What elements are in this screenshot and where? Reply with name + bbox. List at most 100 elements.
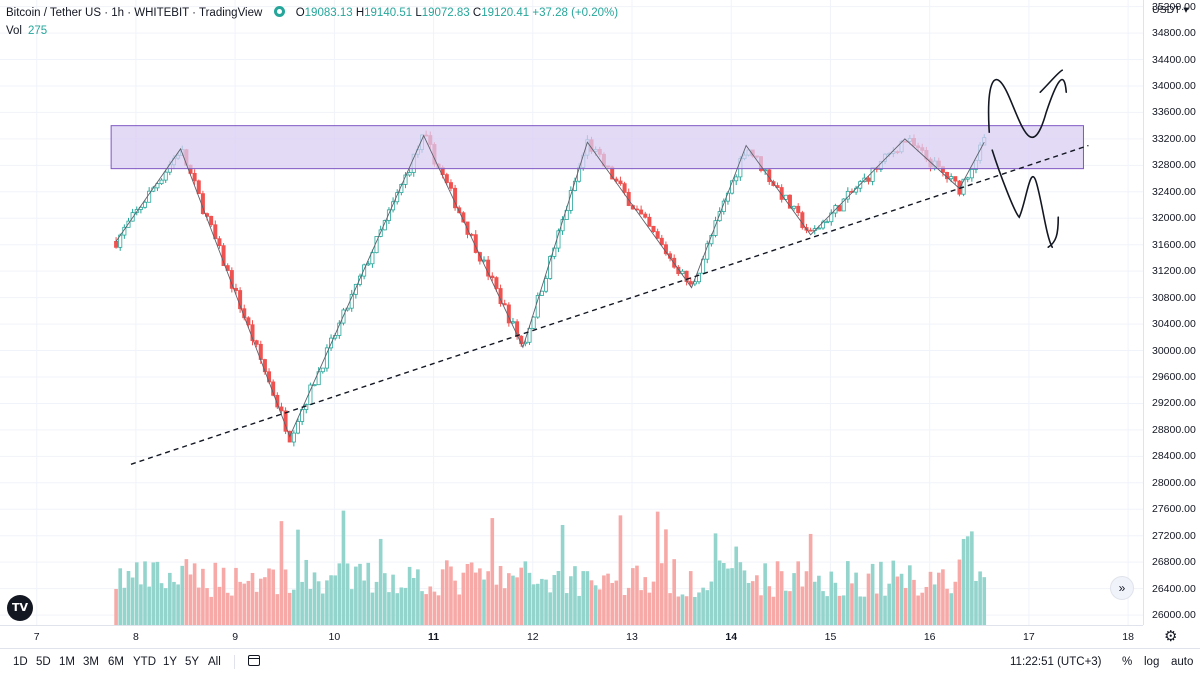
time-tick-label: 13: [626, 631, 638, 643]
volume-bar: [581, 571, 586, 625]
volume-bar: [961, 538, 966, 625]
scroll-right-icon[interactable]: »: [1110, 576, 1134, 600]
log-toggle[interactable]: log: [1144, 656, 1160, 668]
volume-bar: [771, 596, 776, 625]
chart-area[interactable]: Bitcoin / Tether US · 1h · WHITEBIT · Tr…: [0, 0, 1143, 625]
change-value: +37.28 (+0.20%): [532, 7, 619, 19]
volume-bar: [473, 572, 478, 625]
volume-bar: [912, 579, 916, 625]
volume-bar: [540, 578, 544, 625]
tradingview-logo-icon[interactable]: TV: [7, 595, 33, 621]
candle-body: [353, 283, 358, 295]
candle-body: [539, 290, 544, 296]
volume-bar: [225, 592, 230, 625]
candle-body: [217, 238, 222, 247]
candle-body: [564, 210, 569, 220]
time-axis[interactable]: 7 8 9 10 11 12 13 14 15 16 17 18: [0, 625, 1143, 648]
volume-bar: [924, 586, 929, 625]
volume-bar: [370, 592, 375, 625]
range-3m[interactable]: 3M: [83, 656, 99, 668]
candle-body: [221, 245, 226, 267]
candle-body: [407, 172, 412, 176]
volume-value: 275: [28, 25, 48, 37]
volume-bar: [312, 572, 317, 625]
volume-bar: [941, 569, 945, 625]
volume-bar: [407, 566, 412, 625]
volume-bar: [337, 563, 342, 625]
percent-toggle[interactable]: %: [1122, 656, 1133, 668]
gear-icon[interactable]: ⚙: [1164, 628, 1178, 645]
price-tick-label: 33600.00: [1152, 106, 1196, 119]
range-5d[interactable]: 5D: [36, 656, 51, 668]
volume-bar: [172, 581, 176, 625]
volume-bar: [130, 577, 135, 625]
candle-body: [312, 384, 317, 387]
volume-bar: [461, 572, 466, 625]
candle-body: [688, 281, 693, 285]
volume-bar: [949, 593, 953, 625]
volume-bar: [577, 595, 581, 625]
volume-bar: [631, 568, 635, 625]
volume-bar: [151, 562, 156, 625]
volume-bar: [395, 593, 400, 625]
range-5y[interactable]: 5Y: [185, 656, 200, 668]
candle-body: [531, 316, 536, 329]
volume-bar: [560, 524, 565, 625]
volume-bar: [449, 566, 453, 625]
volume-bar: [647, 592, 652, 625]
volume-bar: [420, 591, 424, 625]
volume-bar: [176, 584, 180, 625]
volume-bar: [829, 571, 834, 625]
range-6m[interactable]: 6M: [108, 656, 124, 668]
candle-body: [444, 174, 449, 183]
candle-body: [622, 183, 627, 193]
volume-bar: [759, 595, 763, 625]
range-1y[interactable]: 1Y: [163, 656, 178, 668]
volume-legend[interactable]: Vol 275: [6, 25, 47, 37]
volume-bar: [267, 568, 271, 625]
volume-bar: [614, 580, 619, 625]
candle-body: [254, 340, 259, 345]
clock-timezone[interactable]: 11:22:51 (UTC+3): [1010, 656, 1102, 668]
auto-toggle[interactable]: auto: [1171, 656, 1194, 668]
range-1m[interactable]: 1M: [59, 656, 75, 668]
volume-bar: [502, 588, 507, 625]
volume-bar: [114, 588, 118, 625]
calendar-icon[interactable]: [248, 655, 260, 666]
candle-body: [233, 287, 238, 291]
volume-bar: [548, 592, 552, 625]
volume-bar: [486, 571, 490, 625]
volume-bar: [664, 529, 668, 625]
range-all[interactable]: All: [208, 656, 221, 668]
volume-bar: [515, 577, 519, 625]
currency-selector[interactable]: USDT ▾: [1152, 4, 1189, 16]
candle-body: [391, 201, 396, 211]
volume-bar: [143, 561, 147, 625]
volume-bar: [680, 594, 685, 625]
candle-body: [275, 394, 280, 408]
price-tick-label: 28000.00: [1152, 476, 1196, 489]
time-tick-label: 16: [923, 631, 936, 643]
range-ytd[interactable]: YTD: [133, 656, 156, 668]
candle-body: [159, 179, 164, 185]
chart-canvas[interactable]: [0, 0, 1143, 625]
candle-body: [676, 266, 681, 275]
volume-bar: [188, 574, 193, 625]
candle-body: [250, 324, 255, 342]
time-tick-label: 8: [133, 631, 139, 643]
volume-bar: [945, 588, 949, 625]
price-tick-label: 34800.00: [1152, 27, 1196, 40]
symbol-title[interactable]: Bitcoin / Tether US · 1h · WHITEBIT · Tr…: [6, 7, 263, 19]
range-1d[interactable]: 1D: [13, 656, 28, 668]
candle-body: [779, 187, 784, 200]
volume-bar: [841, 595, 846, 625]
candle-body: [386, 209, 391, 221]
volume-bar: [618, 515, 623, 625]
volume-bar: [965, 536, 970, 625]
volume-bar: [684, 596, 689, 625]
price-axis[interactable]: USDT ▾ 35200.00 34800.00 34400.00 34000.00 3…: [1143, 0, 1200, 625]
volume-bar: [883, 595, 887, 625]
price-tick-label: 28800.00: [1152, 423, 1196, 436]
volume-bar: [279, 521, 284, 625]
volume-bar: [482, 579, 486, 625]
